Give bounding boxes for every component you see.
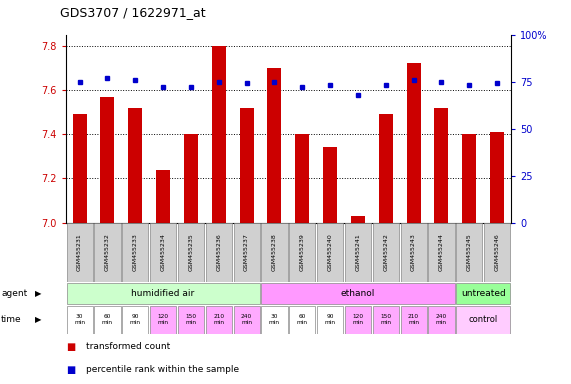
Text: GSM455236: GSM455236 [216,233,222,271]
Text: humidified air: humidified air [131,289,195,298]
Text: 150
min: 150 min [186,314,196,325]
Text: ▶: ▶ [35,289,42,298]
Bar [206,306,232,333]
Text: percentile rank within the sample: percentile rank within the sample [86,365,239,374]
Bar [456,283,510,304]
Bar [345,306,371,333]
Bar [295,134,309,223]
Bar [407,63,421,223]
Text: GSM455240: GSM455240 [328,233,333,271]
Bar [373,223,399,282]
Text: 60
min: 60 min [102,314,113,325]
Text: GSM455242: GSM455242 [383,233,388,271]
Bar [94,306,120,333]
Bar [456,223,482,282]
Text: 120
min: 120 min [352,314,364,325]
Text: 90
min: 90 min [324,314,336,325]
Text: 210
min: 210 min [408,314,419,325]
Bar [400,306,427,333]
Bar [428,306,455,333]
Text: GSM455245: GSM455245 [467,233,472,271]
Bar [156,170,170,223]
Text: time: time [1,315,22,324]
Bar [234,223,260,282]
Text: 30
min: 30 min [74,314,85,325]
Bar [150,306,176,333]
Bar [206,223,232,282]
Text: GSM455235: GSM455235 [188,233,194,271]
Bar [73,114,87,223]
Bar [262,223,288,282]
Bar [317,306,343,333]
Text: ■: ■ [66,342,75,352]
Bar [262,306,288,333]
Text: untreated: untreated [461,289,505,298]
Bar [66,306,93,333]
Bar [122,306,148,333]
Bar [150,223,176,282]
Bar [66,223,93,282]
Text: transformed count: transformed count [86,342,170,351]
Text: GSM455239: GSM455239 [300,233,305,271]
Text: GSM455238: GSM455238 [272,233,277,271]
Text: ▶: ▶ [35,315,42,324]
Bar [128,108,142,223]
Bar [484,223,510,282]
Text: GSM455232: GSM455232 [105,233,110,271]
Bar [100,96,114,223]
Bar [66,283,260,304]
Text: ethanol: ethanol [341,289,375,298]
Text: 240
min: 240 min [241,314,252,325]
Bar [317,223,343,282]
Bar [373,306,399,333]
Text: GSM455234: GSM455234 [160,233,166,271]
Bar [178,223,204,282]
Text: 90
min: 90 min [130,314,141,325]
Bar [345,223,371,282]
Text: 240
min: 240 min [436,314,447,325]
Bar [400,223,427,282]
Text: 210
min: 210 min [213,314,224,325]
Text: GSM455246: GSM455246 [494,233,500,271]
Bar [435,108,448,223]
Text: GSM455231: GSM455231 [77,233,82,271]
Bar [379,114,393,223]
Bar [289,223,315,282]
Text: agent: agent [1,289,27,298]
Bar [234,306,260,333]
Bar [456,306,510,333]
Text: GSM455243: GSM455243 [411,233,416,271]
Text: 120
min: 120 min [158,314,168,325]
Bar [463,134,476,223]
Text: GDS3707 / 1622971_at: GDS3707 / 1622971_at [60,6,206,19]
Text: 30
min: 30 min [269,314,280,325]
Bar [240,108,254,223]
Bar [178,306,204,333]
Bar [267,68,282,223]
Text: GSM455233: GSM455233 [132,233,138,271]
Bar [212,46,226,223]
Text: GSM455244: GSM455244 [439,233,444,271]
Bar [490,132,504,223]
Text: control: control [469,315,498,324]
Bar [289,306,315,333]
Bar [262,283,455,304]
Bar [94,223,120,282]
Text: 60
min: 60 min [297,314,308,325]
Bar [323,147,337,223]
Text: ■: ■ [66,365,75,375]
Bar [428,223,455,282]
Bar [122,223,148,282]
Text: 150
min: 150 min [380,314,391,325]
Text: GSM455241: GSM455241 [355,233,360,271]
Bar [184,134,198,223]
Text: GSM455237: GSM455237 [244,233,249,271]
Bar [351,216,365,223]
